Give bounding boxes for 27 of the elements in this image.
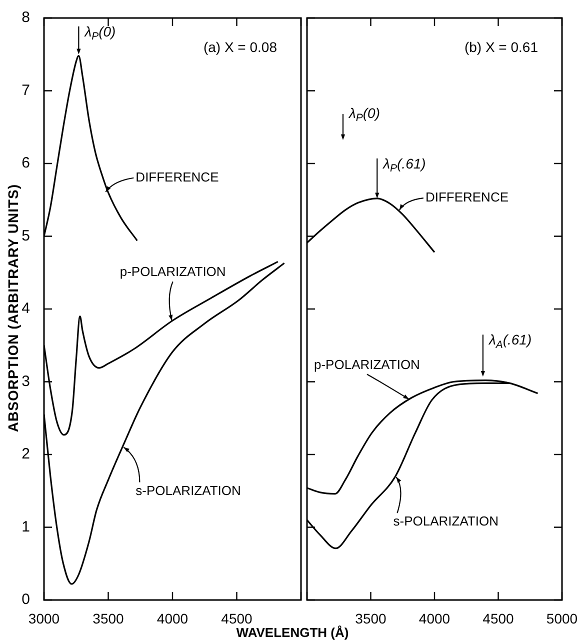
y-tick-label: 8 — [22, 9, 30, 26]
x-tick-label: 3500 — [355, 610, 387, 626]
y-tick-label: 2 — [22, 446, 30, 463]
annotation: p-POLARIZATION — [120, 264, 226, 280]
annotation: DIFFERENCE — [136, 169, 220, 184]
x-tick-label: 4500 — [482, 610, 514, 626]
y-tick-label: 6 — [22, 154, 30, 172]
text: (a) X = 0.08 — [203, 38, 278, 55]
y-tick-label: 3 — [22, 372, 30, 390]
x-tick-label: 5000 — [546, 610, 578, 626]
x-tick-label: 3500 — [92, 610, 124, 626]
y-axis-title: ABSORPTION (ARBITRARY UNITS) — [5, 182, 21, 434]
x-tick-label: 4000 — [156, 610, 188, 626]
y-tick-label: 0 — [22, 591, 30, 608]
annotation: s-POLARIZATION — [136, 482, 241, 498]
x-tick-label: 3000 — [28, 610, 60, 626]
x-tick-label: 4000 — [418, 610, 450, 626]
y-tick-label: 7 — [22, 82, 30, 99]
annotation: DIFFERENCE — [425, 190, 509, 205]
annotation: p-POLARIZATION — [314, 356, 420, 372]
annotation: s-POLARIZATION — [393, 514, 498, 529]
text: (b) X = 0.61 — [464, 38, 538, 55]
x-axis-title: WAVELENGTH (Å) — [235, 625, 350, 640]
y-tick-label: 5 — [22, 227, 30, 244]
y-tick-label: 1 — [22, 518, 30, 536]
y-tick-label: 4 — [22, 300, 30, 318]
x-tick-label: 4500 — [221, 610, 253, 626]
